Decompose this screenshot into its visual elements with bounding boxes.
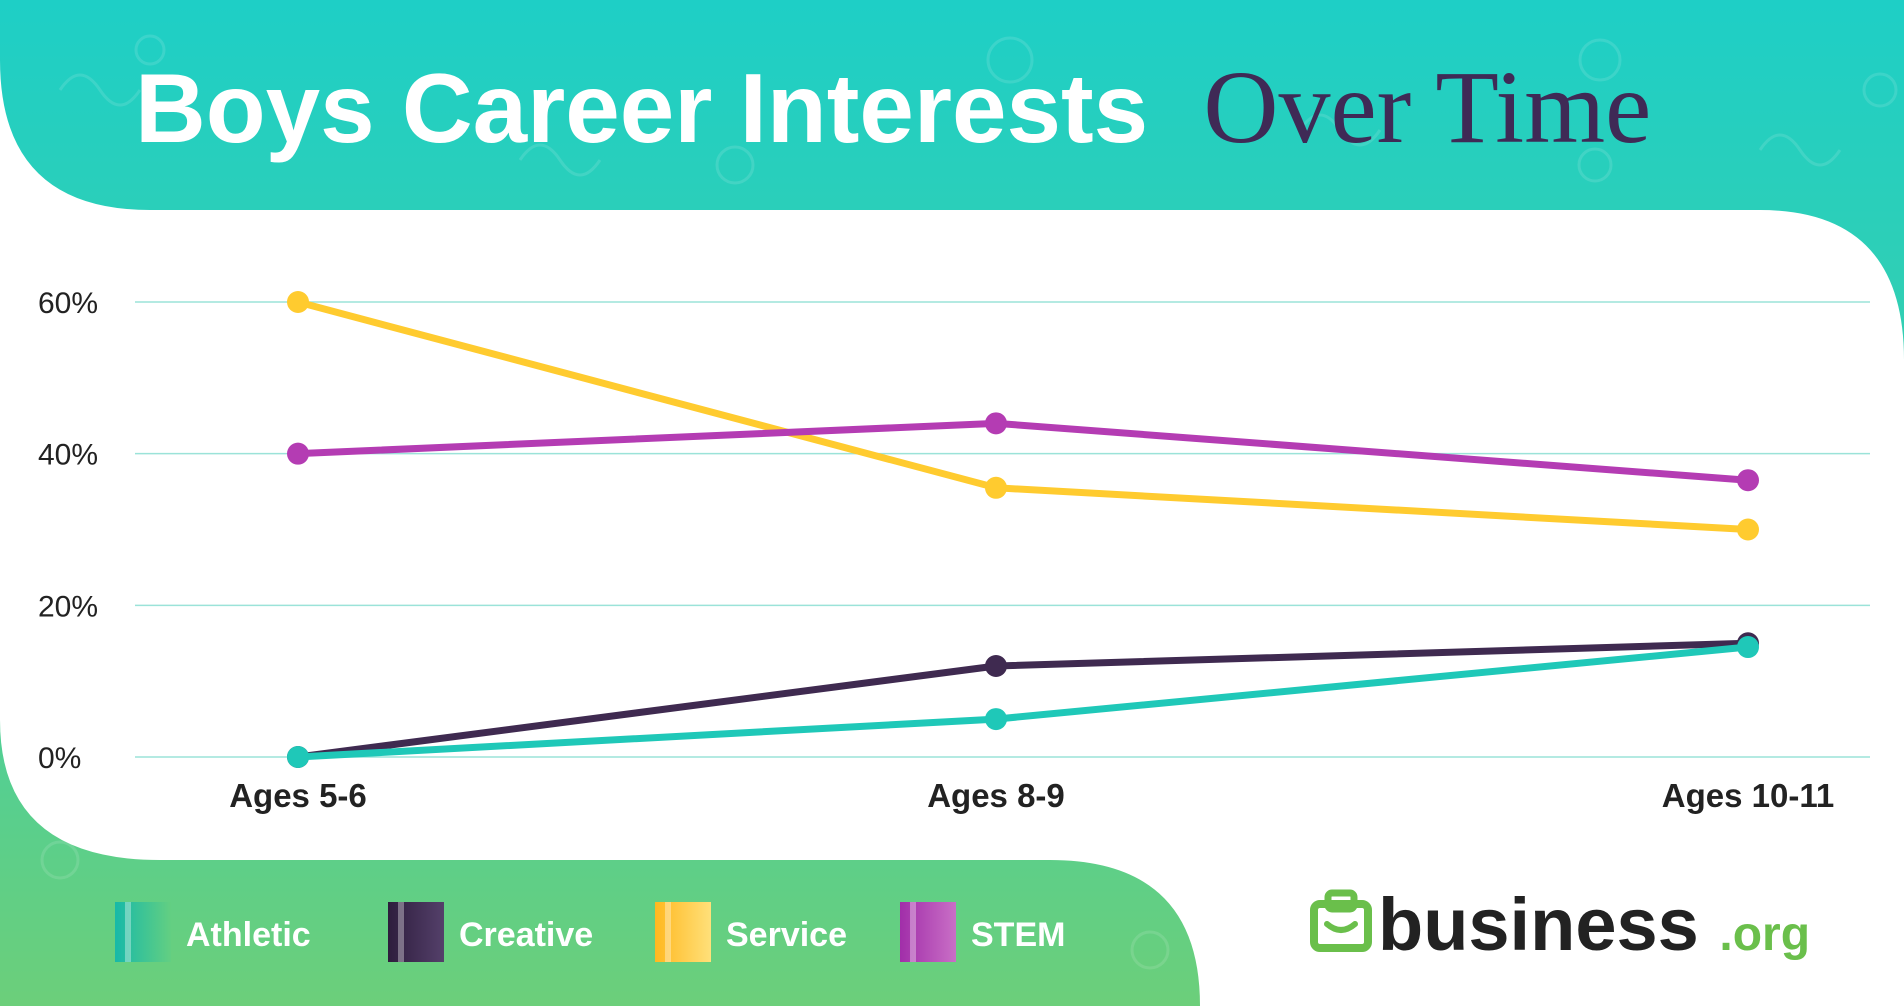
data-point-service <box>985 476 1007 499</box>
legend-swatch-highlight <box>398 902 404 962</box>
data-point-service <box>1737 518 1759 541</box>
x-tick-label: Ages 8-9 <box>927 777 1065 814</box>
legend-label-creative: Creative <box>459 916 593 954</box>
legend-label-stem: STEM <box>971 916 1065 954</box>
legend-swatch-highlight <box>125 902 131 962</box>
chart-panel <box>0 60 1904 1006</box>
data-point-athletic <box>287 746 309 768</box>
legend-swatch-athletic <box>115 902 171 962</box>
legend-item-stem: STEM <box>900 902 1065 962</box>
series-service <box>287 291 1759 541</box>
y-tick-label: 60% <box>38 287 98 320</box>
grid <box>135 301 1870 758</box>
data-point-athletic <box>1737 636 1759 659</box>
chart-title-main: Boys Career Interests <box>135 53 1148 163</box>
series-athletic <box>287 636 1759 768</box>
series <box>287 291 1759 768</box>
legend: Athletic Creative Service STEM <box>115 902 1065 962</box>
y-tick-label: 20% <box>38 590 98 623</box>
chart-title: Boys Career Interests Over Time <box>135 50 1651 165</box>
legend-swatch-service <box>655 902 711 962</box>
legend-item-athletic: Athletic <box>115 902 311 962</box>
y-tick-label: 0% <box>38 742 81 775</box>
brand-name-suffix: .org <box>1719 908 1810 961</box>
legend-swatch-highlight <box>910 902 916 962</box>
brand-name: business .org <box>1378 883 1810 966</box>
y-axis: 0% 20% 40% 60% <box>38 287 98 775</box>
data-point-athletic <box>985 708 1007 731</box>
y-tick-label: 40% <box>38 439 98 472</box>
legend-swatch-highlight <box>665 902 671 962</box>
legend-swatch-stem <box>900 902 956 962</box>
data-point-stem <box>1737 469 1759 492</box>
x-tick-label: Ages 10-11 <box>1662 777 1834 814</box>
legend-swatch-creative <box>388 902 444 962</box>
brand-name-main: business <box>1378 883 1699 966</box>
x-tick-label: Ages 5-6 <box>229 777 367 814</box>
legend-item-creative: Creative <box>388 902 593 962</box>
legend-item-service: Service <box>655 902 847 962</box>
data-point-service <box>287 291 309 313</box>
data-point-stem <box>985 412 1007 435</box>
chart-title-accent: Over Time <box>1203 50 1651 165</box>
briefcase-icon <box>1310 889 1372 952</box>
data-point-creative <box>985 655 1007 677</box>
legend-label-athletic: Athletic <box>186 916 311 954</box>
series-stem <box>287 412 1759 492</box>
legend-label-service: Service <box>726 916 847 954</box>
background-pattern <box>40 34 1898 970</box>
x-axis: Ages 5-6 Ages 8-9 Ages 10-11 <box>229 777 1834 814</box>
brand-logo: business .org <box>1310 883 1810 966</box>
data-point-stem <box>287 442 309 465</box>
